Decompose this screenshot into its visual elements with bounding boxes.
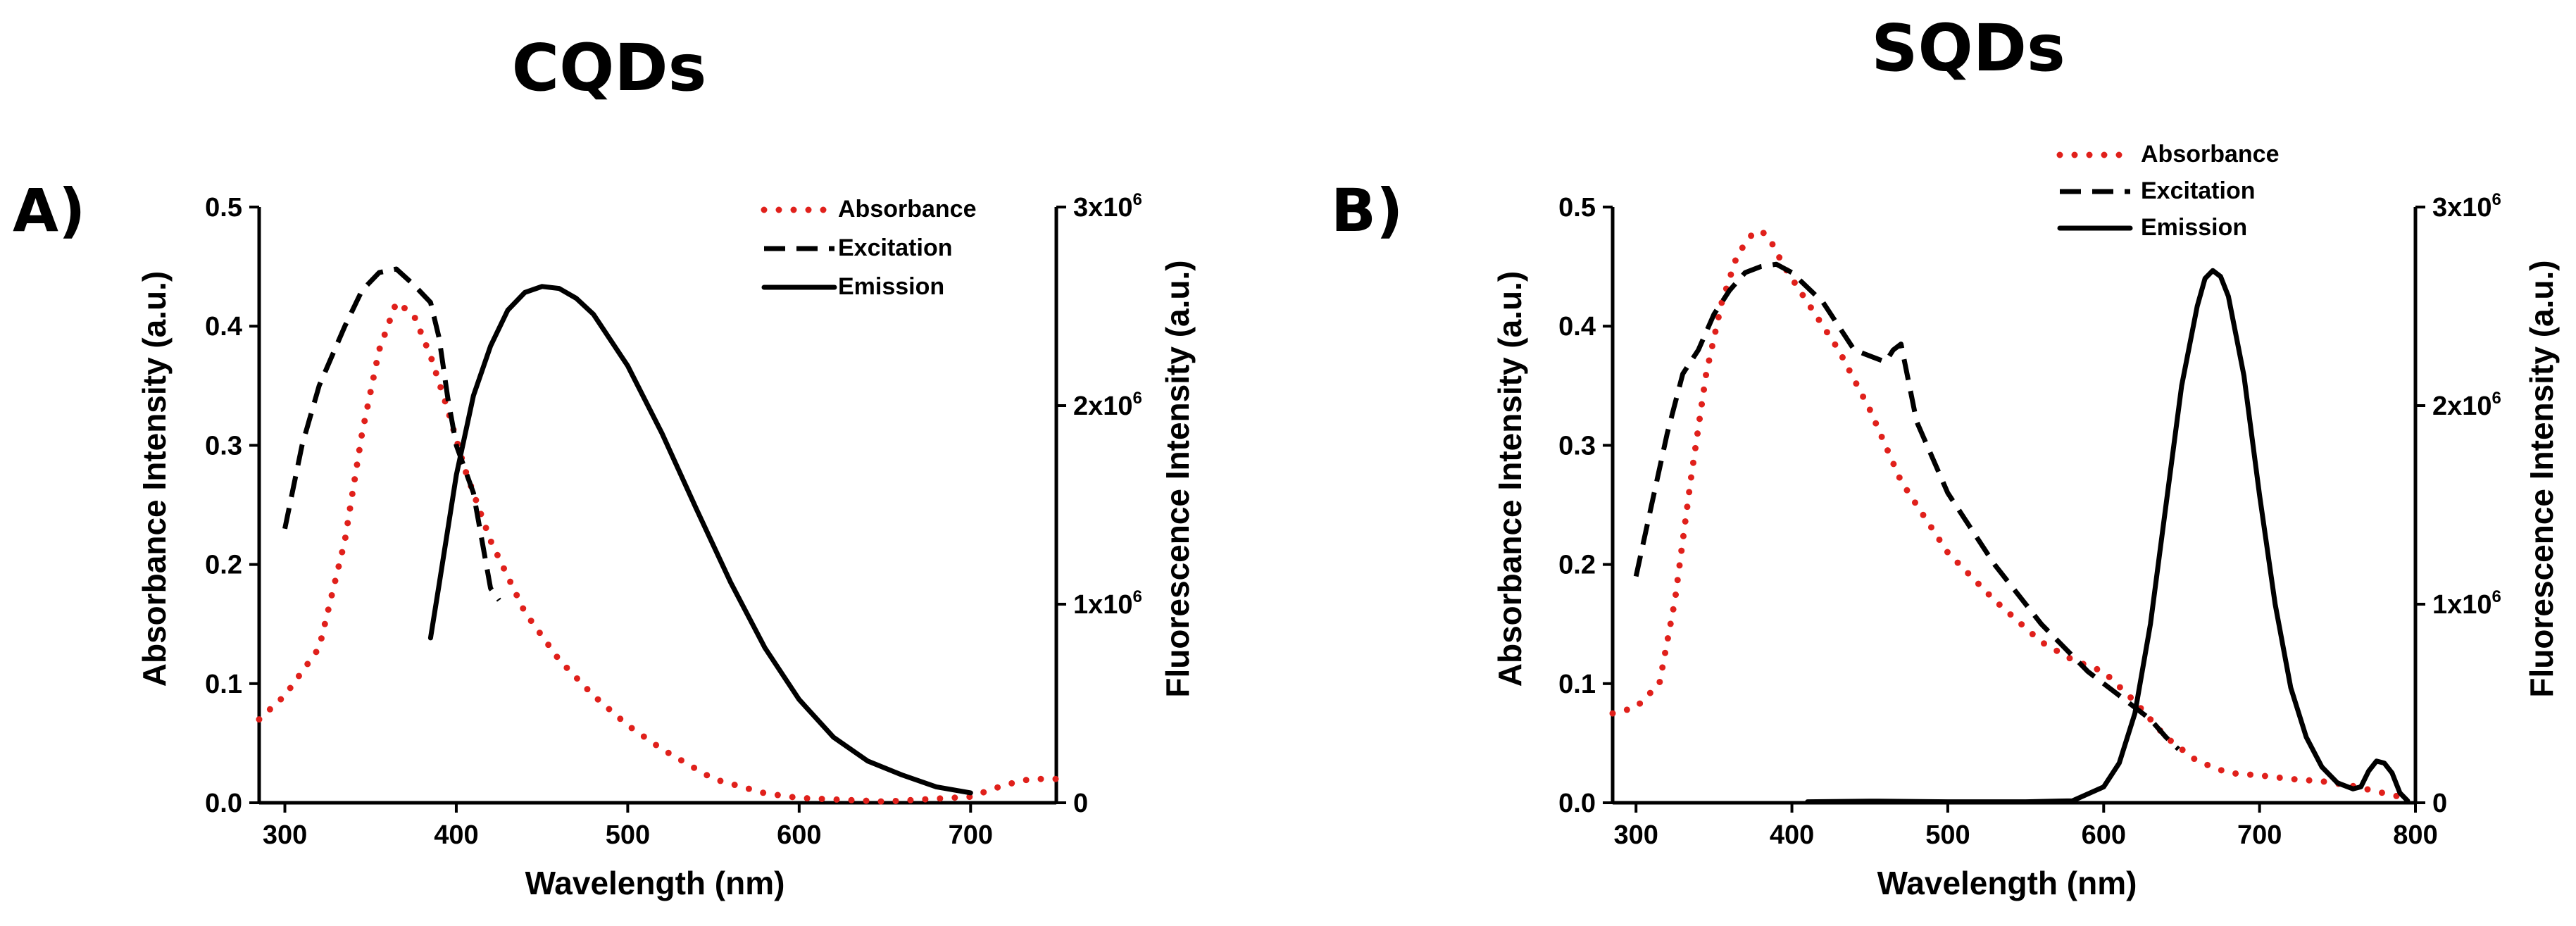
legend-a: Absorbance Excitation Emission bbox=[761, 196, 977, 300]
y2-tick-label: 3x106 bbox=[2432, 190, 2501, 223]
y-axis-label: Absorbance Intensity (a.u.) bbox=[136, 271, 173, 687]
x-tick-label: 300 bbox=[263, 820, 307, 850]
legend-label-emission: Emission bbox=[2141, 214, 2247, 241]
x-axis-label: Wavelength (nm) bbox=[1877, 865, 2137, 901]
y-tick-label: 0.5 bbox=[205, 193, 242, 223]
y-tick-label: 0.5 bbox=[1558, 193, 1596, 223]
y-tick-label: 0.2 bbox=[205, 551, 242, 580]
y-tick-label: 0.4 bbox=[1558, 312, 1596, 342]
y2-tick-label: 3x106 bbox=[1073, 190, 1142, 223]
y-tick-label: 0.3 bbox=[205, 431, 242, 461]
panel-letter: A) bbox=[13, 176, 85, 245]
x-tick-label: 500 bbox=[606, 820, 650, 850]
y-axis-label: Absorbance Intensity (a.u.) bbox=[1492, 271, 1528, 687]
y-tick-label: 0.2 bbox=[1558, 551, 1596, 580]
panel-letter: B) bbox=[1331, 176, 1403, 245]
legend-label-emission: Emission bbox=[838, 273, 944, 300]
series-emission-line bbox=[427, 284, 973, 796]
y2-tick-label: 2x106 bbox=[1073, 389, 1142, 421]
panel-a: CQDs A) 300 400 500 600 700 0.0 0.1 0.2 0.3 0.4 0.… bbox=[13, 30, 1196, 901]
legend-label-absorbance: Absorbance bbox=[838, 196, 977, 223]
x-tick-label: 400 bbox=[434, 820, 478, 850]
panel-b: SQDs B) 300 400 500 600 700 800 0.0 0.1 0.2 0.3 0.… bbox=[1331, 11, 2560, 901]
x-axis-label: Wavelength (nm) bbox=[525, 865, 785, 901]
panel-title: SQDs bbox=[1871, 11, 2065, 86]
x-tick-label: 600 bbox=[2082, 820, 2126, 850]
y2-tick-label: 1x106 bbox=[2432, 587, 2501, 620]
x-tick-label: 300 bbox=[1614, 820, 1658, 850]
series-excitation-line bbox=[282, 266, 501, 602]
y-tick-label: 0.4 bbox=[205, 312, 242, 342]
plot-area-a: 300 400 500 600 700 0.0 0.1 0.2 0.3 0.4 0.5 0 1x106 2… bbox=[205, 190, 1142, 850]
x-tick-label: 500 bbox=[1925, 820, 1970, 850]
legend-b: Absorbance Excitation Emission bbox=[2056, 141, 2280, 241]
legend-label-excitation: Excitation bbox=[2141, 177, 2255, 204]
series-absorbance-line bbox=[256, 299, 1060, 805]
plot-area-b: 300 400 500 600 700 800 0.0 0.1 0.2 0.3 0.4 0.5 0 1x1… bbox=[1558, 190, 2501, 850]
y2-tick-label: 1x106 bbox=[1073, 587, 1142, 620]
y-tick-label: 0.0 bbox=[205, 789, 242, 818]
y2-axis-label: Fluorescence Intensity (a.u.) bbox=[2523, 260, 2560, 697]
y-tick-label: 0.0 bbox=[1558, 789, 1596, 818]
x-tick-label: 600 bbox=[777, 820, 821, 850]
legend-label-absorbance: Absorbance bbox=[2141, 141, 2280, 168]
x-tick-label: 400 bbox=[1770, 820, 1814, 850]
x-tick-label: 700 bbox=[949, 820, 993, 850]
y2-tick-label: 0 bbox=[2432, 789, 2447, 818]
y2-tick-label: 2x106 bbox=[2432, 389, 2501, 421]
legend-label-excitation: Excitation bbox=[838, 234, 952, 261]
x-tick-label: 700 bbox=[2237, 820, 2282, 850]
x-tick-label: 800 bbox=[2393, 820, 2437, 850]
y2-tick-label: 0 bbox=[1073, 789, 1088, 818]
series-excitation-line bbox=[1633, 261, 2180, 751]
y2-axis-label: Fluorescence Intensity (a.u.) bbox=[1159, 260, 1196, 697]
y-tick-label: 0.1 bbox=[1558, 670, 1596, 699]
y-tick-label: 0.3 bbox=[1558, 431, 1596, 461]
series-emission-line bbox=[1805, 268, 2411, 805]
series-absorbance-line bbox=[1609, 227, 2403, 800]
panel-title: CQDs bbox=[512, 30, 707, 106]
y-tick-label: 0.1 bbox=[205, 670, 242, 699]
